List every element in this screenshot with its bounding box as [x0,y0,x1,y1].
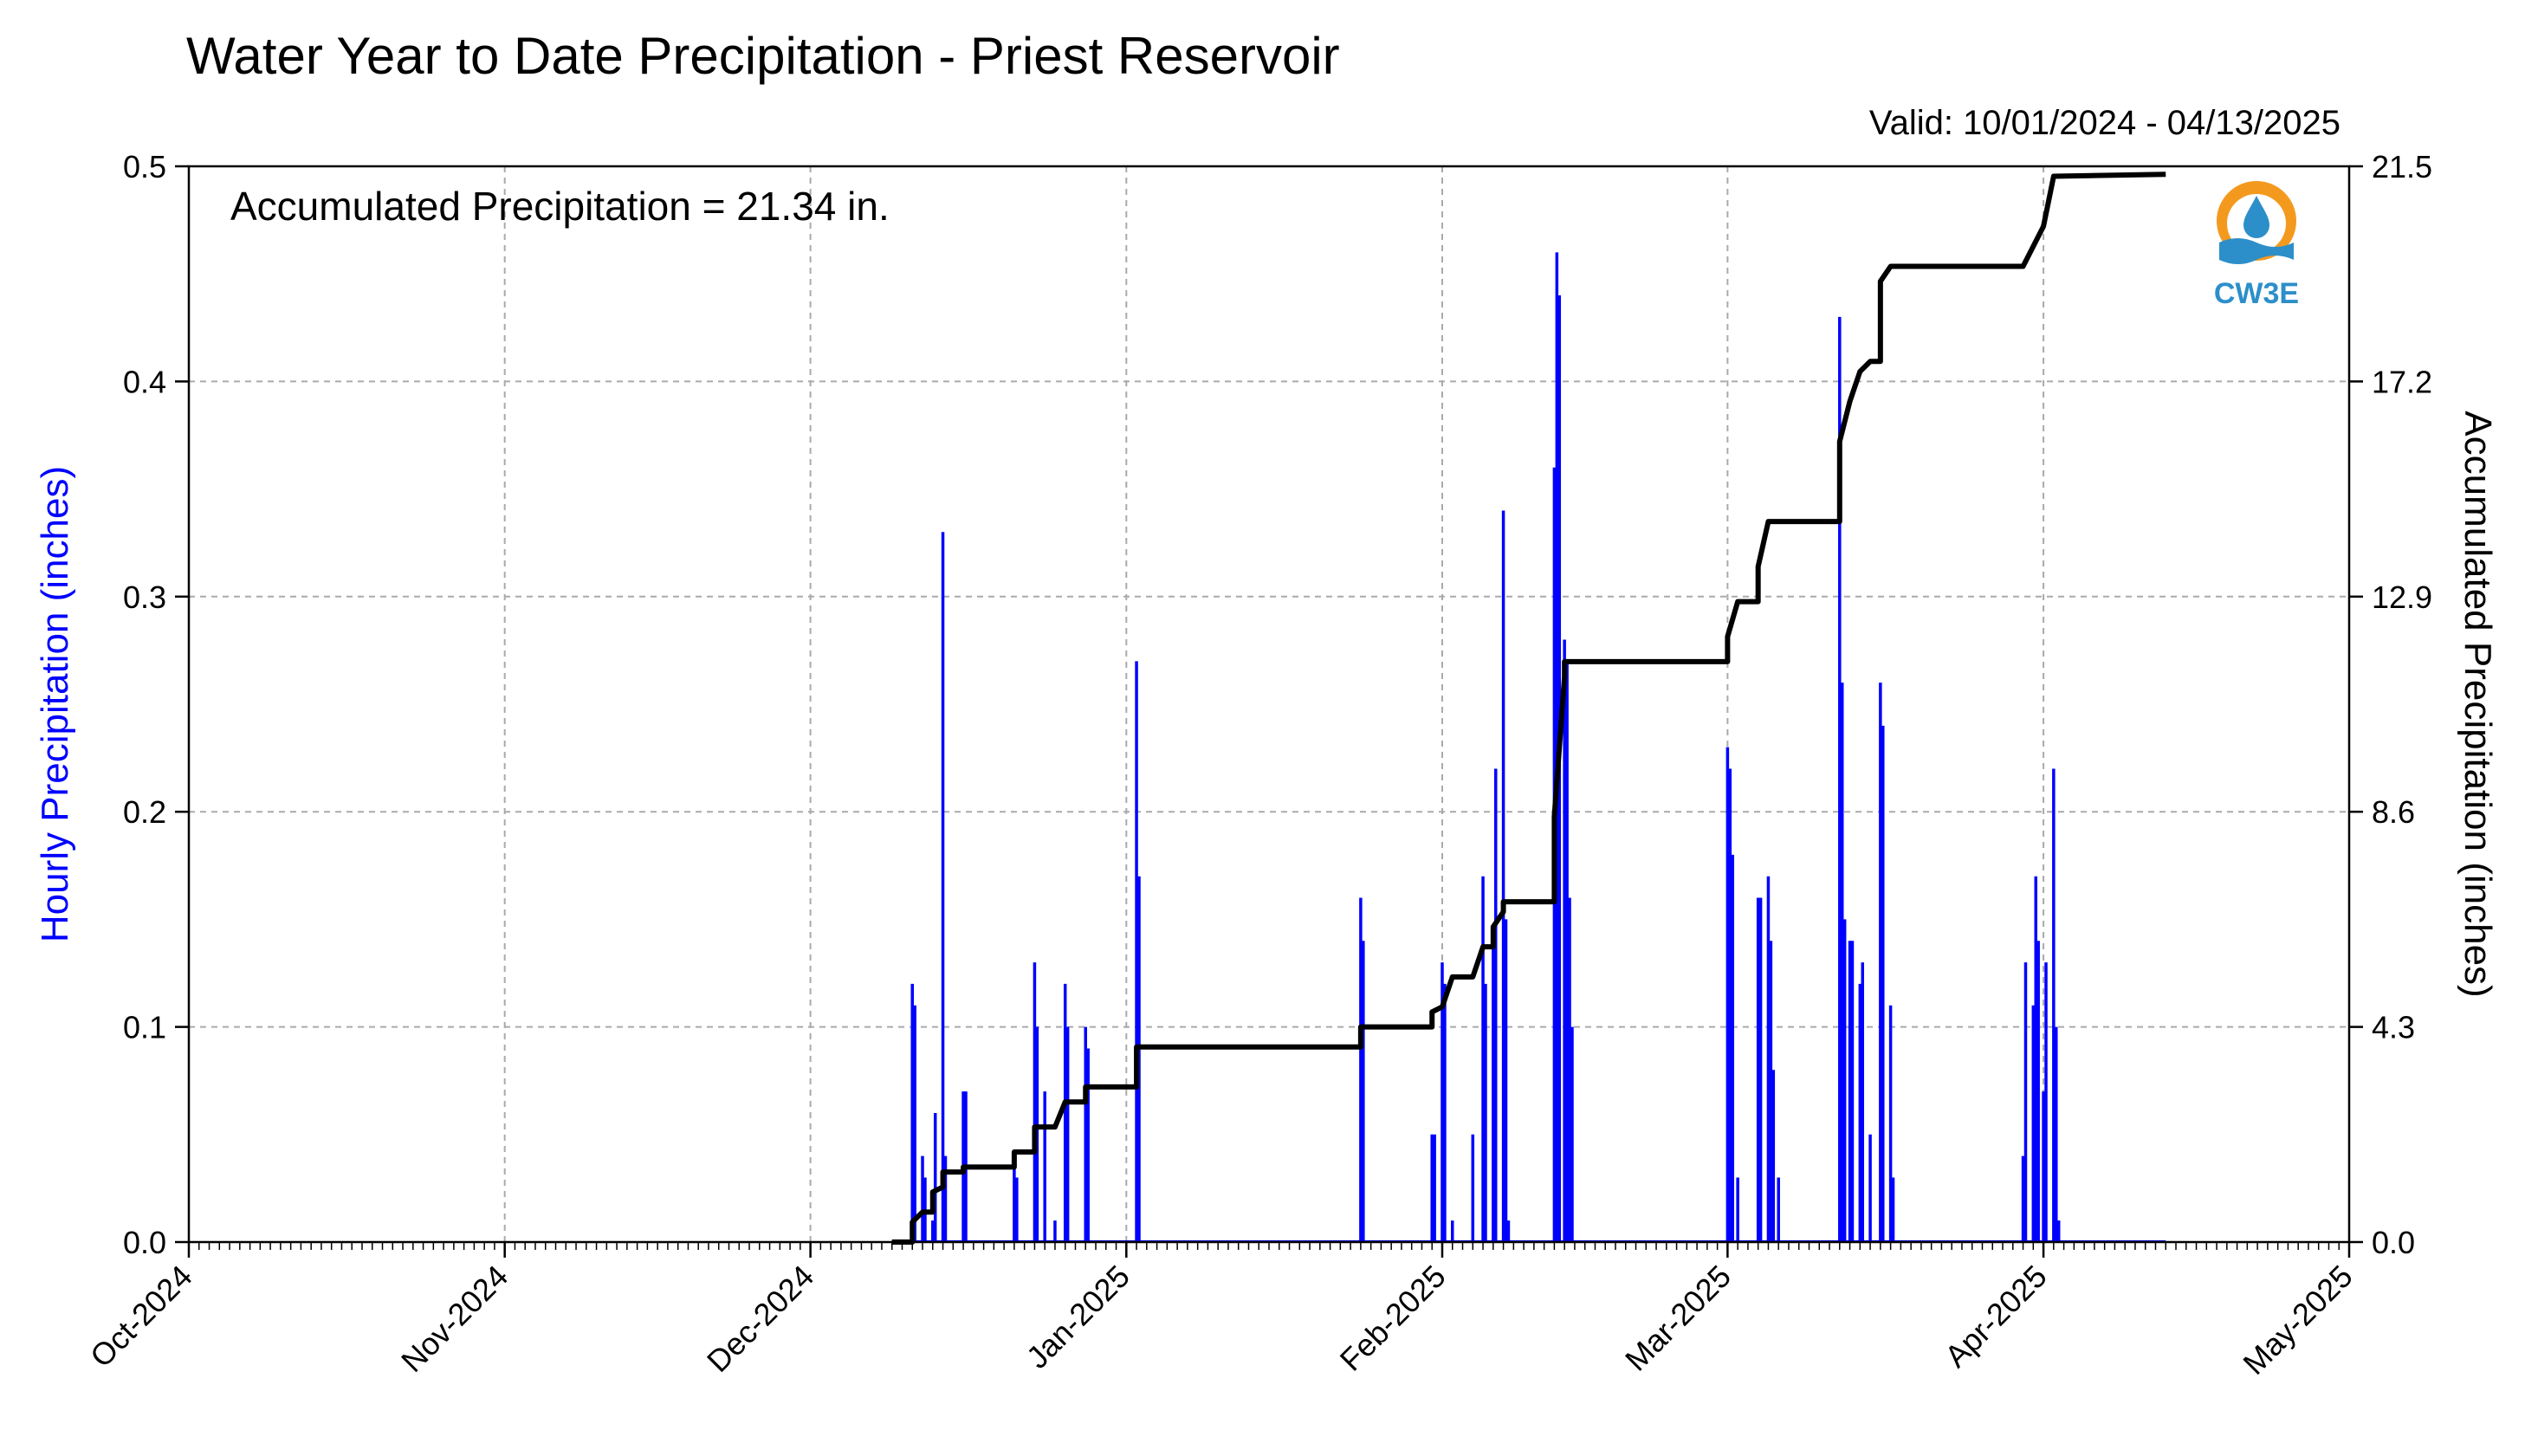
left-y-tick-label: 0.3 [123,579,166,615]
x-tick-label: Apr-2025 [1938,1259,2054,1375]
accumulated-precip-line [891,171,2166,1245]
x-tick-label: Jan-2025 [1020,1259,1136,1375]
left-y-axis-label: Hourly Precipitation (inches) [34,466,76,942]
left-y-tick-label: 0.2 [123,794,166,830]
left-y-tick-label: 0.4 [123,364,166,399]
accumulated-total-annotation: Accumulated Precipitation = 21.34 in. [230,184,890,229]
x-tick-label: May-2025 [2236,1259,2359,1382]
cw3e-logo: CW3E [2214,181,2299,310]
x-tick-label: Dec-2024 [700,1259,820,1379]
logo-drop-icon [2243,196,2269,238]
right-y-tick-label: 0.0 [2372,1225,2415,1260]
right-y-axis-ticks: 0.0 4.3 8.6 12.9 17.2 21.5 [2349,149,2432,1260]
left-y-tick-label: 0.5 [123,149,166,184]
x-tick-label: Nov-2024 [394,1259,515,1379]
accumulated-line [891,171,2166,1245]
right-y-tick-label: 8.6 [2372,794,2415,830]
valid-date-range: Valid: 10/01/2024 - 04/13/2025 [1868,104,2340,142]
logo-text: CW3E [2214,277,2299,310]
x-tick-label: Feb-2025 [1333,1259,1453,1378]
left-y-tick-label: 0.0 [123,1225,166,1260]
left-y-tick-label: 0.1 [123,1010,166,1045]
chart-title: Water Year to Date Precipitation - Pries… [186,27,1340,85]
x-tick-label: Oct-2024 [83,1259,199,1375]
right-y-axis-label: Accumulated Precipitation (inches) [2457,411,2499,997]
right-y-tick-label: 12.9 [2372,579,2432,615]
hourly-precip-bars [891,252,2166,1242]
left-y-axis-ticks: 0.0 0.1 0.2 0.3 0.4 0.5 [123,149,189,1260]
right-y-tick-label: 17.2 [2372,364,2432,399]
x-axis-ticks: Oct-2024 Nov-2024 Dec-2024 Jan-2025 Feb-2025… [83,1242,2360,1382]
right-y-tick-label: 4.3 [2372,1010,2415,1045]
logo-wave-icon [2219,238,2294,264]
right-y-tick-label: 21.5 [2372,149,2432,184]
x-tick-label: Mar-2025 [1618,1259,1738,1378]
